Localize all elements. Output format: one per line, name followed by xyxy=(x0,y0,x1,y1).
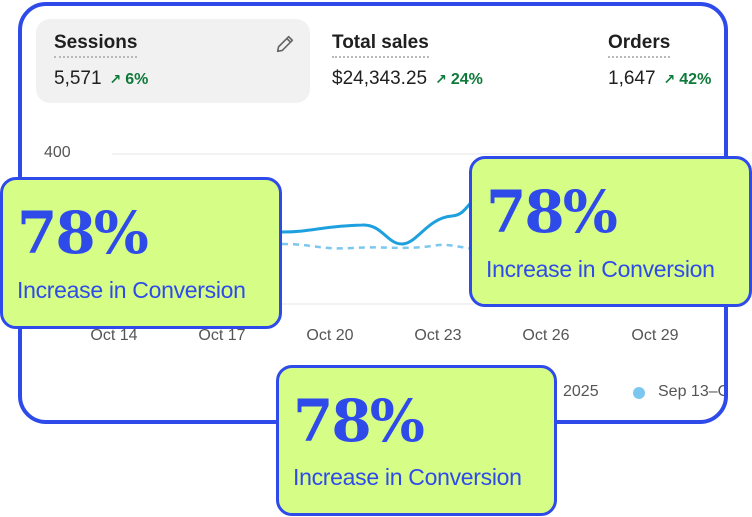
arrow-up-right-icon: ↗ xyxy=(663,71,676,87)
metric-change: ↗ 42% xyxy=(663,71,712,88)
arrow-up-right-icon: ↗ xyxy=(435,71,447,87)
metric-sessions[interactable]: Sessions 5,571 ↗ 6% xyxy=(36,19,310,103)
arrow-up-right-icon: ↗ xyxy=(109,71,122,87)
legend-current-label: 2025 xyxy=(563,383,599,400)
badge-caption: Increase in Conversion xyxy=(17,277,246,303)
x-axis-tick: Oct 14 xyxy=(90,327,138,344)
pencil-icon[interactable] xyxy=(274,33,296,55)
y-axis-tick: 400 xyxy=(44,144,71,161)
x-axis-tick: Oct 26 xyxy=(522,327,570,344)
metric-value: 1,647 xyxy=(608,68,656,89)
x-axis-tick: Oct 17 xyxy=(198,327,246,344)
metric-total-sales[interactable]: Total sales $24,343.25 ↗ 24% xyxy=(314,19,564,103)
metric-label: Total sales xyxy=(332,32,429,58)
badge-percentage: 78% xyxy=(17,199,149,267)
x-axis-tick: Oct 23 xyxy=(414,327,462,344)
badge-caption: Increase in Conversion xyxy=(293,464,522,490)
metric-value-line: 5,571 ↗ 6% xyxy=(54,68,148,90)
series-previous-line xyxy=(281,242,493,252)
metric-label: Orders xyxy=(608,32,671,58)
x-axis-tick: Oct 20 xyxy=(306,327,354,344)
x-axis-tick: Oct 29 xyxy=(631,327,679,344)
badge-caption: Increase in Conversion xyxy=(486,256,715,282)
metric-label: Sessions xyxy=(54,32,138,58)
badge-percentage: 78% xyxy=(293,387,425,455)
metric-value: $24,343.25 xyxy=(332,68,428,89)
metric-orders[interactable]: Orders 1,647 ↗ 42% xyxy=(590,19,724,103)
conversion-badge-left: 78% Increase in Conversion xyxy=(0,177,282,329)
metric-value-line: $24,343.25 ↗ 24% xyxy=(332,68,483,90)
legend-previous-label: Sep 13–Oc xyxy=(658,383,724,400)
metric-change: ↗ 6% xyxy=(109,71,149,88)
legend-previous-dot xyxy=(633,387,645,399)
badge-percentage: 78% xyxy=(486,178,618,246)
conversion-badge-right: 78% Increase in Conversion xyxy=(469,156,752,307)
metric-change: ↗ 24% xyxy=(435,71,483,88)
metric-value-line: 1,647 ↗ 42% xyxy=(608,68,711,90)
conversion-badge-bottom: 78% Increase in Conversion xyxy=(276,365,557,516)
series-current-line xyxy=(281,194,483,246)
metric-value: 5,571 xyxy=(54,68,102,89)
